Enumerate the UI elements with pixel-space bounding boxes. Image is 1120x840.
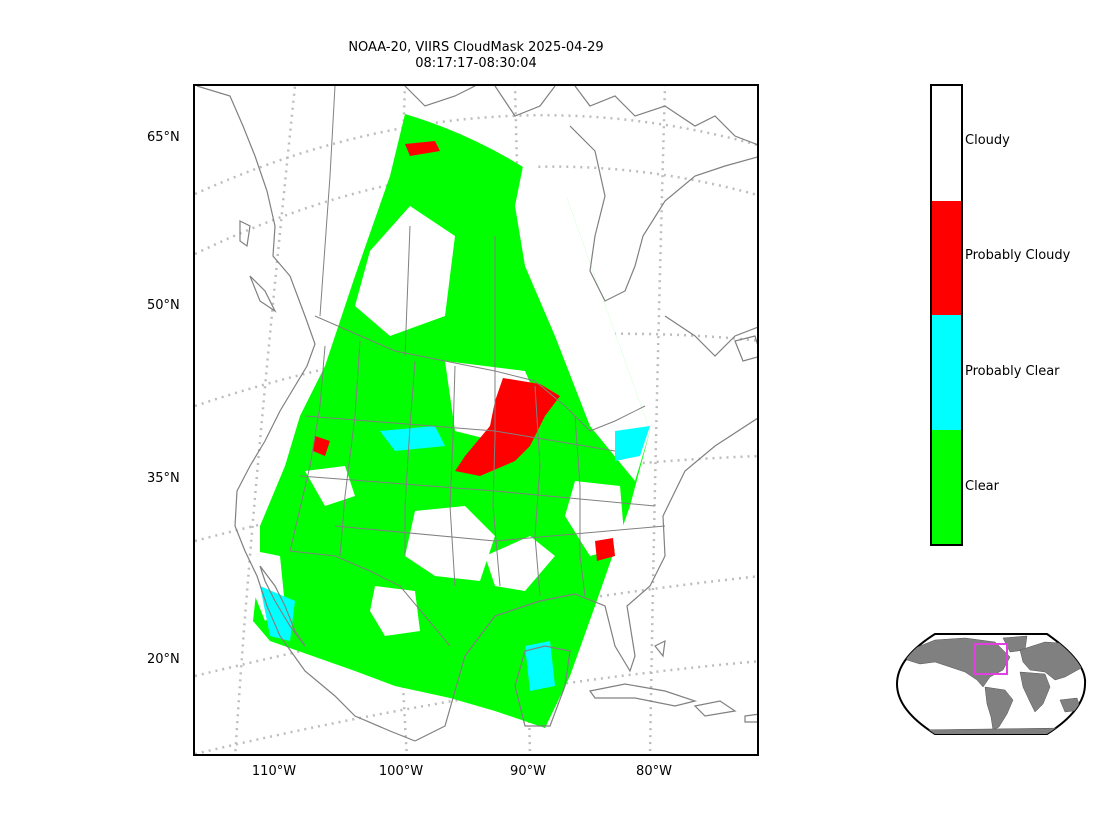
- island-newfoundland: [734, 335, 757, 362]
- map-canvas: [195, 86, 757, 754]
- lat-tick-label: 20°N: [147, 652, 180, 667]
- island-puerto-rico: [744, 713, 757, 723]
- swath-cloudy: [370, 586, 420, 636]
- map-panel[interactable]: [193, 84, 759, 756]
- border-state: [574, 415, 586, 597]
- lat-tick-label: 50°N: [147, 298, 180, 313]
- border-state: [299, 475, 656, 507]
- parallel-line: [195, 114, 757, 196]
- colorbar-segment-probably-clear: [932, 315, 961, 430]
- coastline-gulf: [414, 417, 757, 742]
- world-locator-inset: [895, 632, 1087, 736]
- continent-africa: [1019, 671, 1051, 713]
- colorbar-label: Probably Clear: [965, 364, 1060, 379]
- continent-south-america: [984, 686, 1014, 731]
- border-province: [319, 86, 336, 317]
- border-state: [289, 345, 326, 552]
- lon-tick-label: 100°W: [378, 764, 424, 779]
- lat-tick-label: 35°N: [147, 471, 180, 486]
- swath-probably-cloudy: [595, 538, 615, 561]
- swath-extent-box: [974, 643, 1008, 675]
- swath-cloudy: [405, 506, 495, 581]
- meridian-line: [648, 86, 667, 754]
- swath-probably-cloudy: [313, 436, 330, 456]
- cloudmask-swath: [253, 114, 650, 728]
- coastline-arctic: [404, 86, 757, 146]
- lon-tick-label: 90°W: [510, 764, 546, 779]
- border-state: [404, 360, 416, 556]
- colorbar-segment-probably-cloudy: [932, 200, 961, 315]
- swath-probably-cloudy: [455, 378, 560, 476]
- swath-probably-clear: [380, 426, 445, 451]
- swath-cloudy: [485, 536, 555, 591]
- lon-tick-label: 80°W: [636, 764, 672, 779]
- title-line-1: NOAA-20, VIIRS CloudMask 2025-04-29: [348, 40, 604, 55]
- island-haida-gwaii: [239, 220, 251, 248]
- coastline-west: [196, 86, 416, 742]
- swath-cloudy: [515, 156, 650, 481]
- swath-cloudy: [305, 466, 355, 506]
- colorbar: [930, 84, 963, 546]
- swath-probably-clear: [615, 426, 650, 461]
- swath-probably-clear: [525, 641, 555, 691]
- island-cuba: [588, 683, 698, 707]
- border-province: [404, 225, 411, 357]
- border-state: [492, 371, 501, 587]
- colorbar-segment-cloudy: [932, 86, 961, 201]
- coastline-labrador: [664, 315, 757, 357]
- swath-cloudy: [355, 206, 455, 336]
- island-hispaniola: [693, 700, 737, 717]
- coastline-baja: [259, 565, 306, 647]
- border-state: [534, 385, 541, 597]
- border-state: [339, 340, 361, 557]
- border-us-canada: [314, 315, 646, 432]
- political-borders: [289, 86, 666, 647]
- colorbar-label: Cloudy: [965, 133, 1010, 148]
- map-title: NOAA-20, VIIRS CloudMask 2025-04-29 08:1…: [193, 40, 759, 72]
- border-state: [304, 415, 616, 452]
- coastline-hudson-bay: [569, 125, 757, 302]
- border-state: [449, 365, 456, 587]
- colorbar-label: Probably Cloudy: [965, 248, 1071, 263]
- colorbar-label: Clear: [965, 479, 999, 494]
- coastlines: [196, 86, 757, 742]
- swath-probably-clear: [260, 586, 295, 641]
- island-bahamas: [654, 639, 666, 658]
- island-vancouver: [249, 275, 277, 313]
- border-state: [334, 525, 666, 542]
- coastline-yucatan: [514, 645, 571, 727]
- title-line-2: 08:17:17-08:30:04: [415, 56, 537, 71]
- continent-antarctica: [909, 727, 1071, 734]
- lat-tick-label: 65°N: [147, 130, 180, 145]
- lon-tick-label: 110°W: [251, 764, 297, 779]
- colorbar-segment-clear: [932, 429, 961, 544]
- swath-probably-cloudy: [405, 141, 440, 156]
- border-us-mexico: [289, 550, 451, 647]
